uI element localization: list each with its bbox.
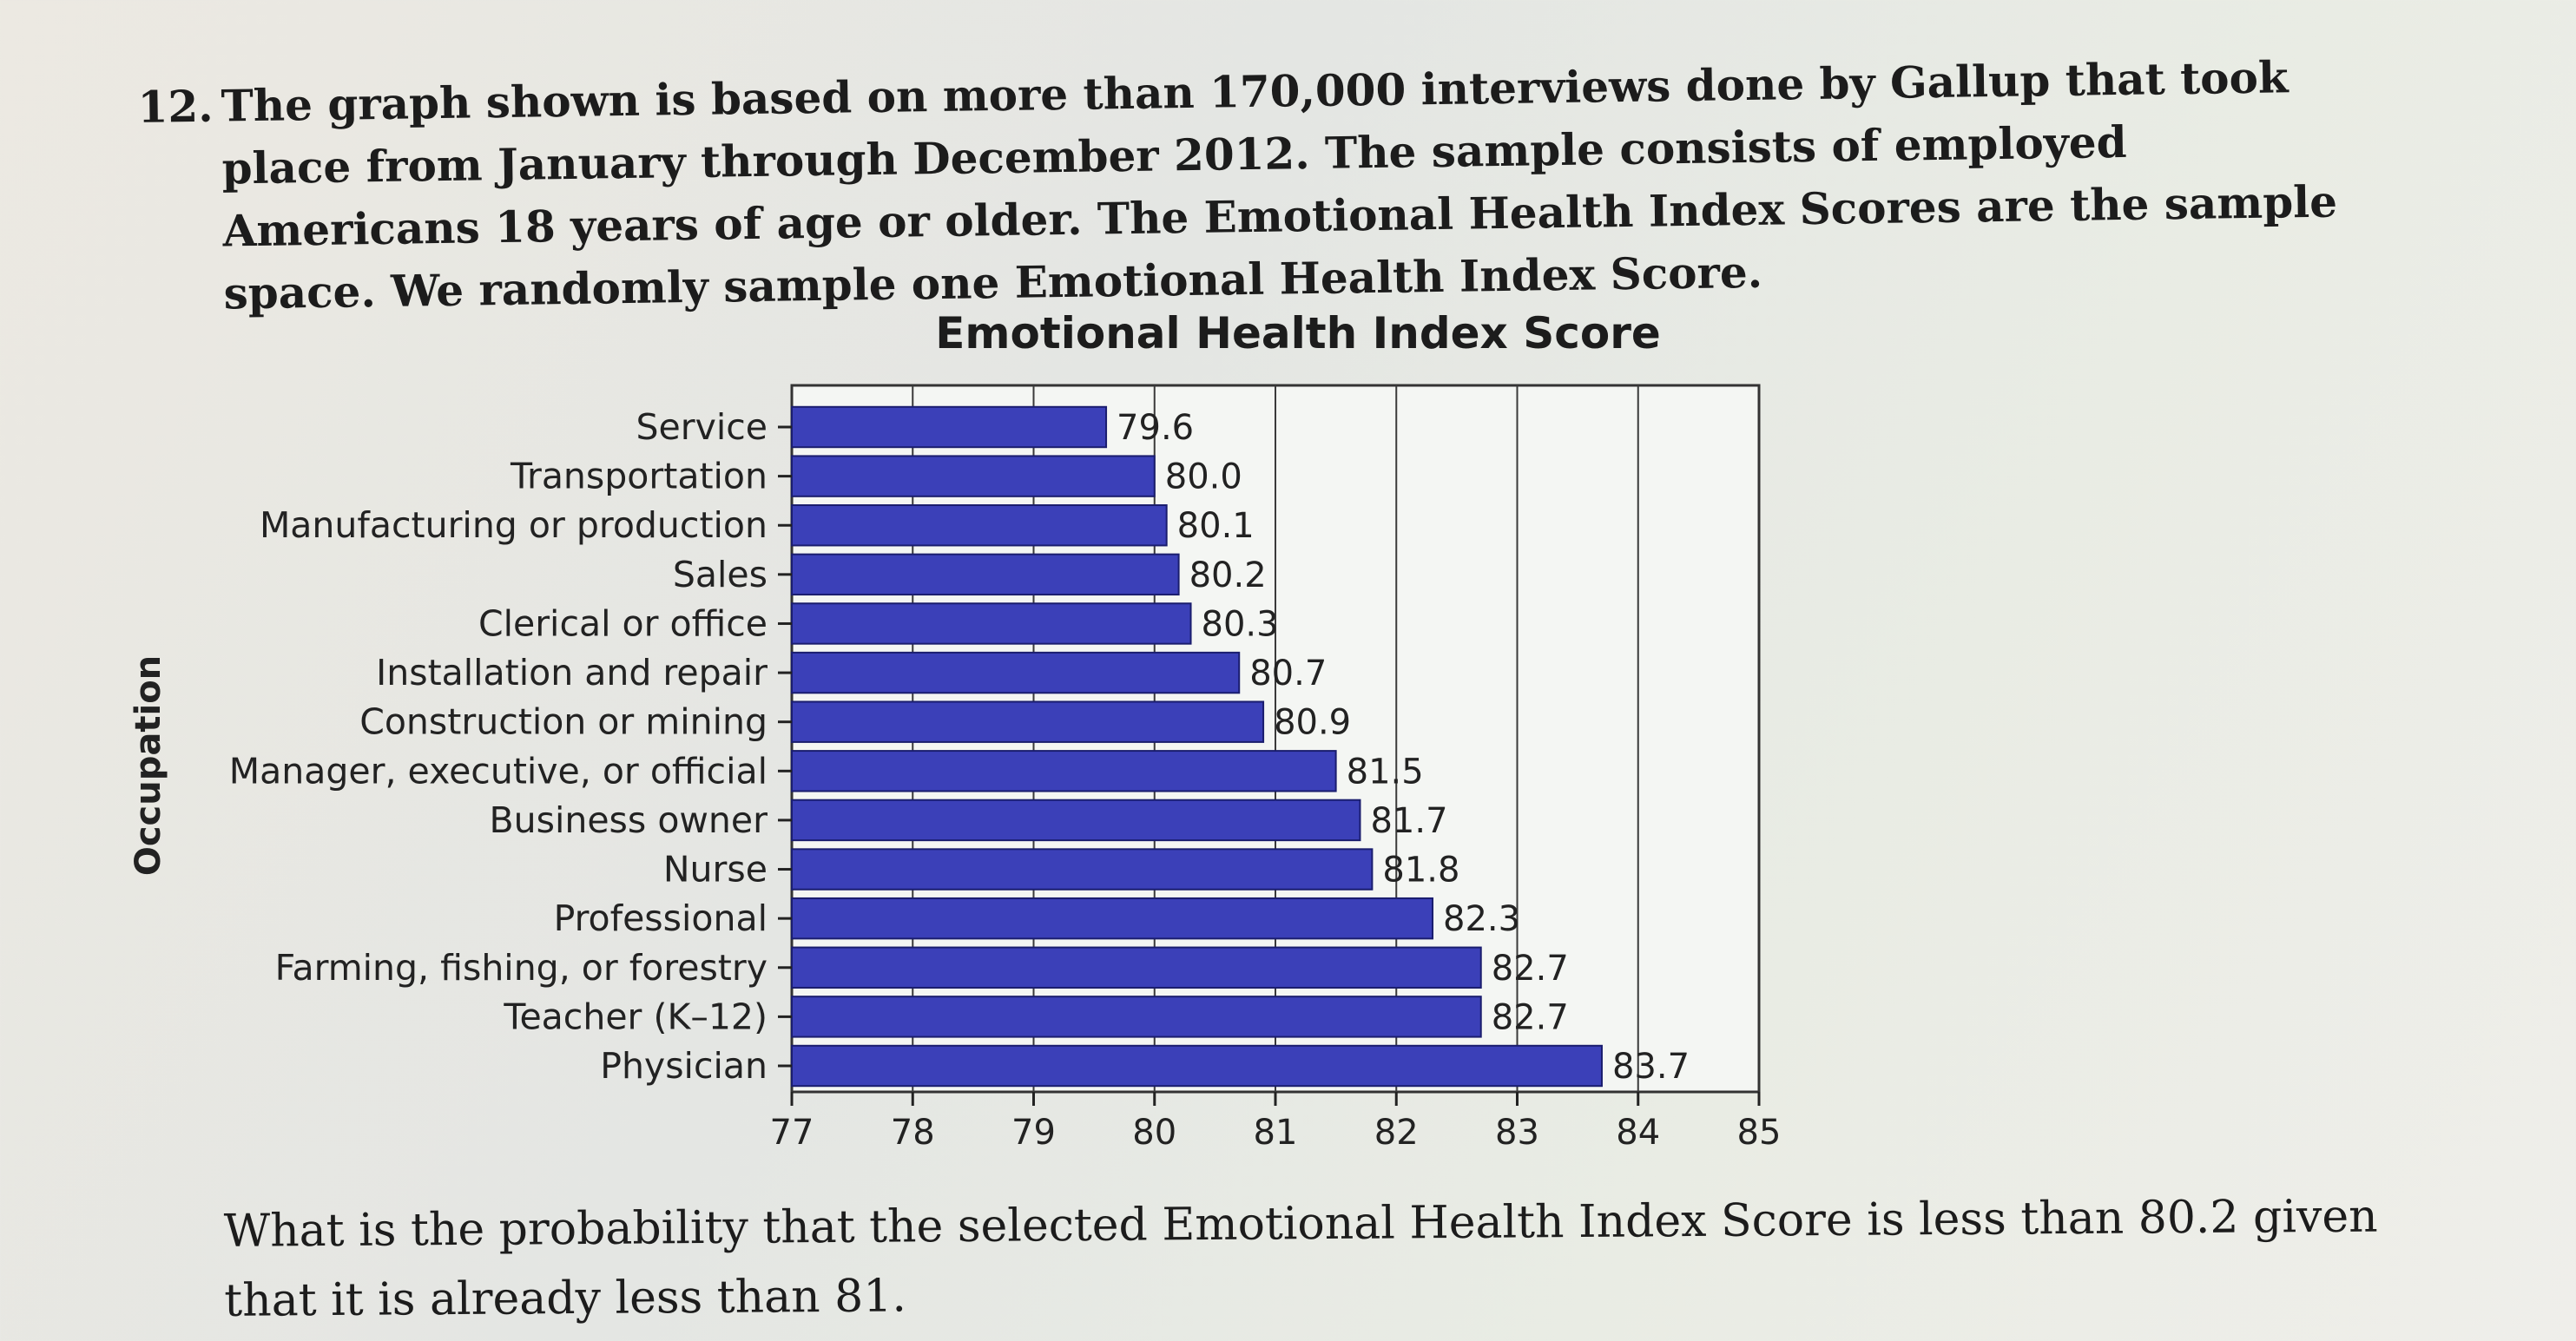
value-label: 81.7	[1370, 801, 1447, 841]
value-label: 83.7	[1612, 1047, 1690, 1087]
value-label: 81.5	[1347, 752, 1424, 792]
bar	[791, 848, 1374, 891]
x-tick-label: 83	[1495, 1113, 1539, 1153]
x-tick-label: 81	[1254, 1113, 1298, 1153]
value-label: 82.3	[1443, 899, 1520, 939]
category-label: Teacher (K–12)	[503, 996, 768, 1037]
bar	[791, 750, 1337, 792]
value-label: 82.7	[1492, 997, 1569, 1037]
x-tick-label: 82	[1374, 1113, 1419, 1153]
bar	[791, 651, 1241, 694]
x-tick-label: 78	[891, 1113, 935, 1153]
bar	[791, 946, 1482, 989]
bar	[791, 504, 1168, 547]
x-tick-label: 85	[1737, 1113, 1782, 1153]
value-label: 80.9	[1274, 703, 1351, 743]
category-label: Construction or mining	[359, 701, 768, 743]
value-label: 80.0	[1165, 457, 1242, 497]
bar	[791, 700, 1265, 743]
category-label: Farming, fishing, or forestry	[275, 947, 768, 989]
value-label: 80.2	[1189, 555, 1267, 595]
x-tick-label: 77	[770, 1113, 814, 1153]
value-label: 79.6	[1117, 408, 1194, 448]
bar	[791, 897, 1434, 940]
category-label: Service	[636, 406, 768, 448]
value-label: 81.8	[1382, 851, 1459, 891]
category-label: Transportation	[510, 456, 768, 497]
x-tick-label: 84	[1616, 1113, 1660, 1153]
bar	[791, 405, 1108, 449]
bar	[791, 455, 1156, 497]
x-tick-label: 80	[1132, 1113, 1176, 1153]
chart-title: Emotional Health Index Score	[935, 308, 1661, 358]
category-label: Professional	[554, 897, 768, 939]
bar	[791, 799, 1361, 842]
value-label: 80.7	[1249, 654, 1327, 694]
category-label: Manufacturing or production	[260, 504, 768, 546]
y-axis-label: Occupation	[128, 655, 168, 876]
bar	[791, 602, 1192, 645]
bar	[791, 553, 1180, 596]
x-tick-label: 79	[1011, 1113, 1056, 1153]
category-label: Physician	[600, 1045, 768, 1087]
value-label: 80.1	[1177, 506, 1255, 546]
category-label: Installation and repair	[376, 652, 768, 694]
bar	[791, 996, 1482, 1038]
category-label: Clerical or office	[478, 602, 768, 644]
category-label: Nurse	[663, 849, 768, 891]
bar	[791, 1044, 1603, 1088]
category-label: Business owner	[489, 799, 768, 841]
value-label: 82.7	[1492, 949, 1569, 989]
category-label: Manager, executive, or official	[229, 750, 768, 792]
followup-question: What is the probability that the selecte…	[223, 1190, 2378, 1327]
value-label: 80.3	[1202, 604, 1279, 644]
category-label: Sales	[673, 554, 768, 595]
